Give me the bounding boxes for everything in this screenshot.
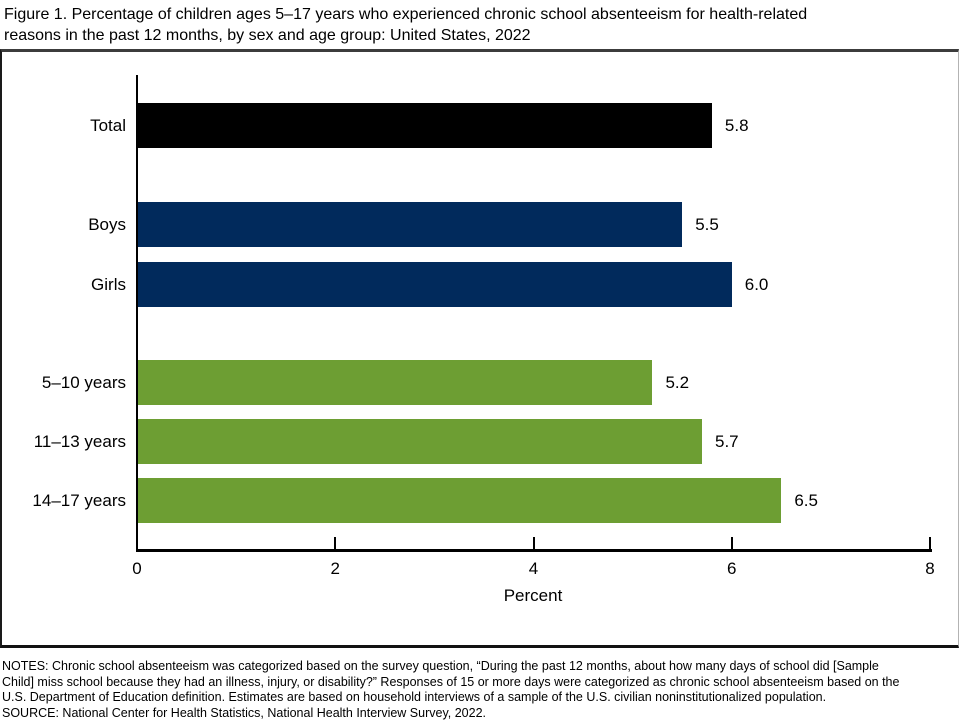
notes-line: NOTES: Chronic school absenteeism was ca… (2, 659, 879, 673)
figure-title-line: reasons in the past 12 months, by sex an… (4, 27, 531, 44)
notes-line: U.S. Department of Education definition.… (2, 690, 827, 704)
source-text: SOURCE: National Center for Health Stati… (2, 705, 487, 720)
chart-frame (0, 49, 959, 648)
figure-title-line: Figure 1. Percentage of children ages 5–… (4, 6, 808, 23)
notes-text: NOTES: Chronic school absenteeism was ca… (2, 659, 958, 706)
figure-title: Figure 1. Percentage of children ages 5–… (4, 4, 956, 46)
notes-line: Child] miss school because they had an i… (2, 674, 900, 689)
figure-footnotes: NOTES: Chronic school absenteeism was ca… (2, 659, 958, 720)
